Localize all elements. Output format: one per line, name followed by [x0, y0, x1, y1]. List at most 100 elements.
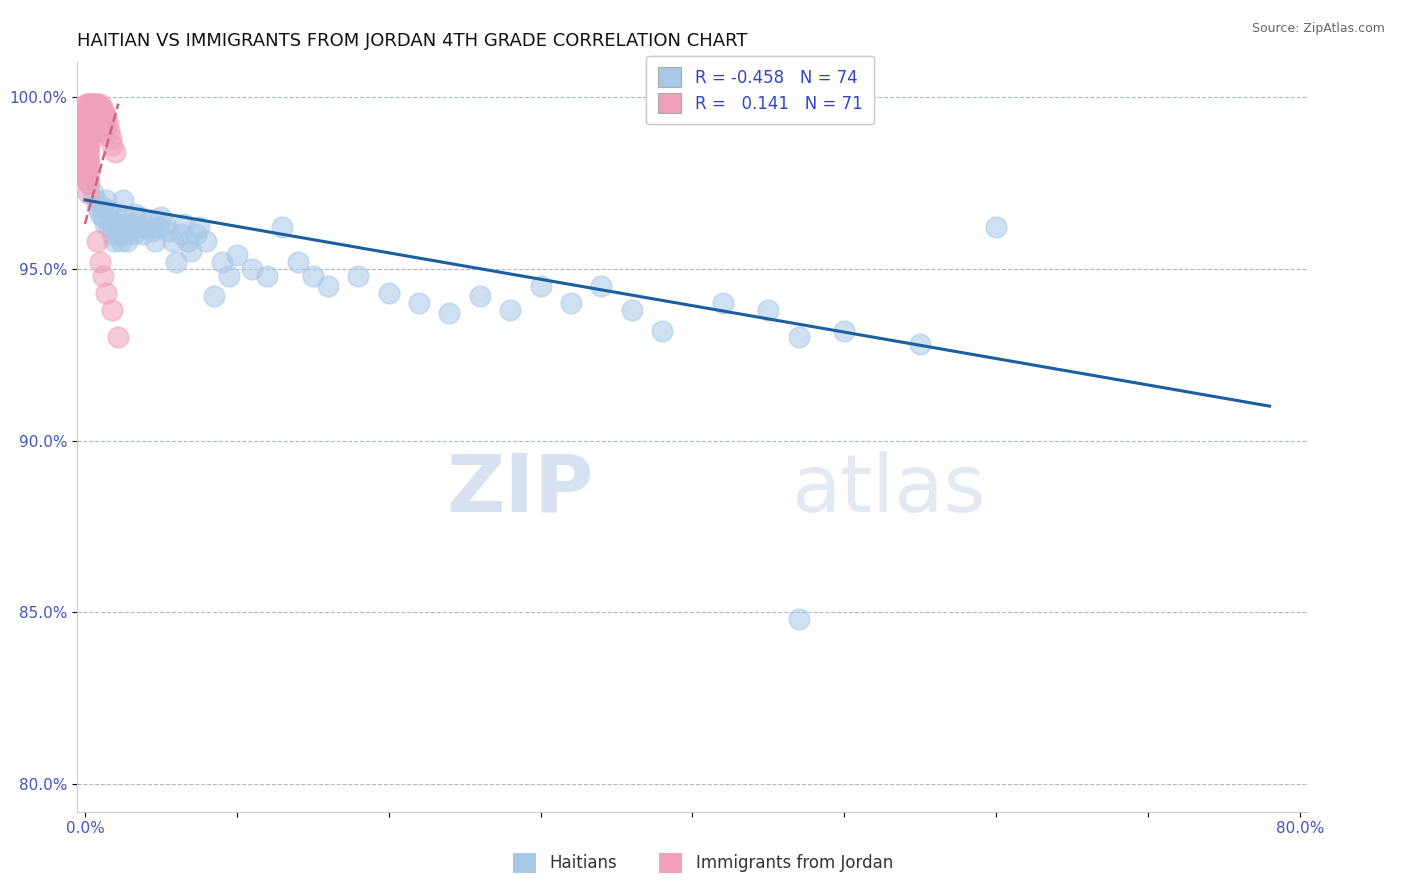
Point — [591, 278, 613, 293]
Point — [149, 210, 172, 224]
Point — [105, 220, 128, 235]
Point — [93, 217, 115, 231]
Point — [100, 213, 122, 227]
Point — [787, 330, 810, 344]
Point — [211, 254, 233, 268]
Point — [96, 193, 118, 207]
Point — [180, 244, 202, 259]
Point — [146, 220, 169, 235]
Point — [377, 285, 399, 300]
Point — [80, 117, 103, 131]
Point — [87, 114, 110, 128]
Point — [560, 296, 582, 310]
Point — [79, 165, 101, 179]
Point — [77, 131, 100, 145]
Point — [651, 324, 673, 338]
Point — [79, 96, 101, 111]
Text: Source: ZipAtlas.com: Source: ZipAtlas.com — [1251, 22, 1385, 36]
Point — [271, 220, 294, 235]
Point — [100, 131, 122, 145]
Point — [165, 254, 187, 268]
Point — [218, 268, 240, 283]
Point — [80, 128, 103, 142]
Point — [101, 137, 124, 152]
Point — [93, 107, 115, 121]
Point — [89, 254, 111, 268]
Point — [91, 210, 114, 224]
Point — [87, 100, 110, 114]
Point — [758, 302, 780, 317]
Point — [96, 285, 118, 300]
Point — [75, 172, 97, 186]
Point — [86, 200, 108, 214]
Point — [86, 124, 108, 138]
Point — [75, 117, 97, 131]
Point — [79, 107, 101, 121]
Point — [111, 193, 134, 207]
Point — [468, 289, 491, 303]
Point — [82, 120, 104, 135]
Point — [98, 124, 121, 138]
Point — [75, 145, 97, 159]
Point — [103, 234, 125, 248]
Point — [79, 145, 101, 159]
Point — [80, 96, 103, 111]
Legend: R = -0.458   N = 74, R =   0.141   N = 71: R = -0.458 N = 74, R = 0.141 N = 71 — [647, 56, 875, 124]
Point — [75, 159, 97, 173]
Point — [97, 117, 120, 131]
Point — [82, 96, 104, 111]
Point — [90, 114, 112, 128]
Point — [91, 117, 114, 131]
Point — [143, 234, 166, 248]
Point — [77, 186, 100, 200]
Point — [75, 152, 97, 166]
Point — [529, 278, 551, 293]
Point — [347, 268, 370, 283]
Text: HAITIAN VS IMMIGRANTS FROM JORDAN 4TH GRADE CORRELATION CHART: HAITIAN VS IMMIGRANTS FROM JORDAN 4TH GR… — [77, 32, 748, 50]
Point — [138, 213, 160, 227]
Point — [135, 220, 157, 235]
Point — [82, 131, 104, 145]
Point — [90, 100, 112, 114]
Point — [77, 96, 100, 111]
Point — [120, 217, 142, 231]
Point — [83, 111, 105, 125]
Point — [287, 254, 309, 268]
Point — [84, 193, 107, 207]
Point — [75, 111, 97, 125]
Point — [91, 268, 114, 283]
Point — [127, 220, 149, 235]
Point — [84, 111, 107, 125]
Point — [101, 227, 124, 242]
Point — [787, 612, 810, 626]
Point — [96, 111, 118, 125]
Legend: Haitians, Immigrants from Jordan: Haitians, Immigrants from Jordan — [506, 847, 900, 880]
Point — [77, 152, 100, 166]
Point — [115, 227, 138, 242]
Point — [93, 120, 115, 135]
Point — [86, 111, 108, 125]
Point — [82, 186, 104, 200]
Point — [77, 159, 100, 173]
Point — [499, 302, 522, 317]
Point — [225, 248, 247, 262]
Point — [107, 330, 129, 344]
Point — [77, 124, 100, 138]
Point — [77, 114, 100, 128]
Point — [91, 103, 114, 118]
Point — [82, 107, 104, 121]
Point — [89, 124, 111, 138]
Point — [112, 210, 135, 224]
Point — [986, 220, 1008, 235]
Point — [75, 103, 97, 118]
Point — [79, 117, 101, 131]
Point — [90, 200, 112, 214]
Point — [107, 227, 129, 242]
Point — [77, 176, 100, 190]
Point — [75, 96, 97, 111]
Point — [620, 302, 643, 317]
Point — [77, 169, 100, 183]
Point — [834, 324, 856, 338]
Point — [202, 289, 225, 303]
Point — [711, 296, 734, 310]
